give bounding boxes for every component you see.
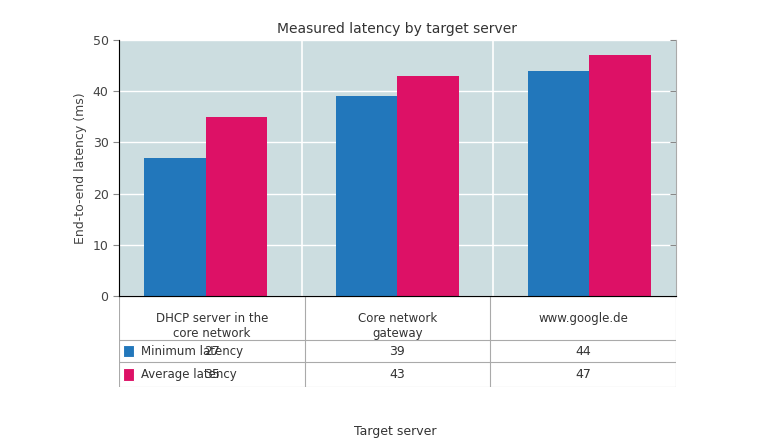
Text: DHCP server in the
core network: DHCP server in the core network — [156, 312, 268, 340]
Text: www.google.de: www.google.de — [538, 312, 628, 325]
Bar — [528, 71, 589, 296]
Bar — [123, 368, 134, 381]
Text: 47: 47 — [575, 368, 591, 381]
Text: Minimum latency: Minimum latency — [141, 344, 243, 358]
Y-axis label: End-to-end latency (ms): End-to-end latency (ms) — [74, 92, 87, 244]
Bar — [589, 55, 650, 296]
Text: 44: 44 — [575, 344, 591, 358]
Bar — [123, 345, 134, 357]
Bar — [398, 76, 458, 296]
Bar — [336, 96, 398, 296]
Text: Core network
gateway: Core network gateway — [358, 312, 437, 340]
Bar — [144, 158, 206, 296]
Text: Average latency: Average latency — [141, 368, 237, 381]
Text: 27: 27 — [204, 344, 220, 358]
Text: 39: 39 — [389, 344, 406, 358]
Bar — [206, 117, 267, 296]
Text: 35: 35 — [204, 368, 220, 381]
Text: 43: 43 — [389, 368, 406, 381]
Title: Measured latency by target server: Measured latency by target server — [277, 22, 518, 36]
Text: Target server: Target server — [354, 425, 437, 438]
